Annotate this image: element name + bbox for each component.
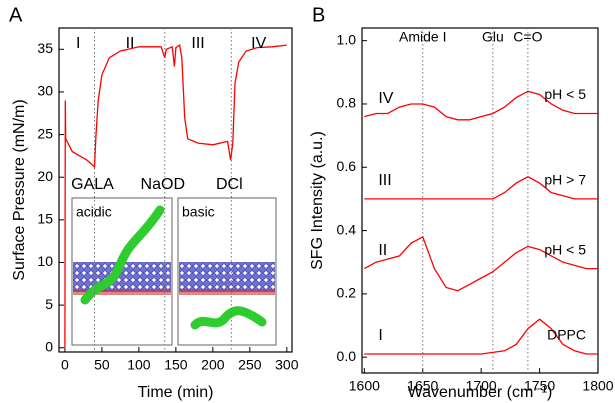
inset-acidic	[71, 197, 173, 346]
y-tick-label: 0.6	[337, 158, 357, 174]
marker-label: NaOD	[141, 176, 185, 193]
x-axis-label: Wavenumber (cm⁻¹)	[408, 384, 553, 401]
y-tick-label: 0.0	[337, 348, 357, 364]
phase-label: I	[76, 35, 80, 52]
phase-label: II	[126, 35, 135, 52]
y-tick-label: 20	[37, 168, 53, 184]
y-tick-label: 5	[45, 296, 53, 312]
panel-letter: A	[9, 4, 23, 26]
series-label: pH > 7	[544, 172, 586, 188]
series-name: IV	[378, 90, 393, 107]
x-tick-label: 0	[61, 357, 69, 373]
data-line	[363, 235, 598, 292]
series-name: III	[378, 172, 391, 189]
inset-label: acidic	[76, 204, 112, 220]
phase-label: IV	[251, 35, 266, 52]
y-tick-label: 10	[37, 253, 53, 269]
series-label: pH < 5	[544, 86, 586, 102]
panel-letter: B	[312, 4, 325, 26]
x-tick-label: 100	[127, 357, 151, 373]
marker-label: Glu	[482, 29, 504, 45]
marker-label: GALA	[71, 176, 114, 193]
plot-frame	[361, 27, 599, 374]
y-tick-label: 25	[37, 125, 53, 141]
x-tick-label: 1800	[582, 378, 613, 394]
data-line	[364, 318, 598, 355]
data-line	[64, 43, 287, 348]
marker-label: Amide I	[399, 29, 446, 45]
x-tick-label: 200	[201, 357, 225, 373]
y-tick-label: 35	[37, 40, 53, 56]
y-axis-label: Surface Pressure (mN/m)	[11, 99, 28, 280]
y-axis-label: SFG Intensity (a.u.)	[309, 131, 326, 270]
y-tick-label: 0	[45, 338, 53, 354]
x-tick-label: 1750	[524, 378, 555, 394]
y-tick-label: 0.2	[337, 285, 357, 301]
data-line	[364, 90, 598, 121]
y-tick-label: 0.4	[337, 221, 357, 237]
y-tick-label: 1.0	[337, 31, 357, 47]
y-tick-label: 15	[37, 211, 53, 227]
inset-basic	[177, 197, 277, 346]
marker-label: C=O	[513, 29, 542, 45]
x-tick-label: 250	[238, 357, 262, 373]
x-tick-label: 1650	[407, 378, 438, 394]
x-tick-label: 150	[164, 357, 188, 373]
inset-label: basic	[182, 204, 215, 220]
series-label: pH < 5	[544, 241, 586, 257]
x-tick-label: 1700	[466, 378, 497, 394]
phase-label: III	[191, 35, 204, 52]
x-tick-label: 300	[275, 357, 299, 373]
series-name: II	[378, 242, 387, 259]
x-axis-label: Time (min)	[138, 384, 214, 401]
series-name: I	[378, 327, 382, 344]
x-tick-label: 50	[94, 357, 110, 373]
series-label: DPPC	[547, 327, 586, 343]
marker-label: DCl	[216, 176, 243, 193]
x-tick-label: 1600	[349, 378, 380, 394]
data-line	[364, 176, 598, 200]
y-tick-label: 30	[37, 83, 53, 99]
y-tick-label: 0.8	[337, 95, 357, 111]
